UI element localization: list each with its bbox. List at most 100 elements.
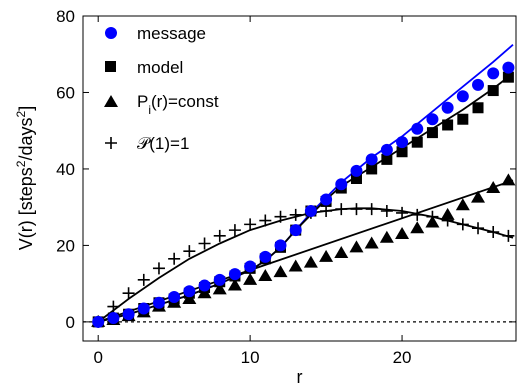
data-point-square [350,173,362,184]
data-point-circle [122,308,135,321]
legend-marker-plus [105,137,117,149]
data-point-plus [213,229,226,242]
data-point-triangle [243,272,258,285]
data-point-circle [198,279,211,292]
y-tick-label: 20 [56,236,75,255]
data-point-plus [335,203,348,216]
data-point-triangle [319,249,334,262]
legend-marker-model [105,61,116,72]
data-point-triangle [334,246,349,259]
data-point-triangle [349,240,364,253]
legend-label-plus: 𝒫(1)=1 [137,134,189,153]
legend-marker-triangle [104,95,118,107]
y-tick-label: 60 [56,83,75,102]
ticks-layer: 0 10 20 0 20 40 60 80 [56,7,516,367]
data-point-triangle [471,190,486,203]
data-point-triangle [440,207,455,220]
data-point-circle [487,67,500,80]
data-point-square [411,136,423,148]
data-point-square [487,85,499,97]
data-point-circle [350,164,363,177]
data-point-circle [426,113,439,126]
data-point-circle [168,291,181,304]
data-point-circle [411,122,424,135]
data-point-circle [137,302,150,315]
data-point-plus [168,252,181,265]
data-point-plus [183,245,196,258]
data-point-circle [107,312,120,325]
data-point-circle [396,136,409,149]
data-point-square [381,153,393,165]
data-point-square [396,146,408,158]
data-point-circle [304,205,317,217]
legend-label-model: model [137,58,183,77]
data-point-plus [122,287,135,300]
data-point-plus [107,300,120,313]
y-tick-label: 40 [56,160,75,179]
data-point-square [502,71,514,83]
data-point-triangle [455,198,470,211]
data-point-plus [426,210,439,223]
markers-layer [91,61,516,328]
data-point-plus [396,206,409,219]
plot-area [83,16,516,341]
y-tick-label: 80 [56,7,75,26]
data-point-square [426,127,438,139]
data-point-triangle [288,259,303,272]
data-point-plus [259,214,272,227]
data-point-plus [289,208,302,221]
data-point-triangle [501,173,516,186]
x-tick-label: 10 [241,348,260,367]
data-point-circle [456,90,469,103]
data-point-square [457,113,469,125]
data-point-triangle [395,226,410,239]
legend-marker-message [105,27,117,39]
y-axis-label: V(r) [steps2/days2] [14,106,36,250]
data-point-plus [487,226,500,239]
x-tick-label: 0 [93,348,102,367]
data-point-circle [380,143,393,156]
data-point-circle [213,273,226,286]
data-point-plus [350,203,363,216]
data-point-triangle [212,282,227,295]
data-point-plus [456,218,469,231]
data-point-plus [502,229,515,242]
data-point-triangle [364,236,379,249]
data-point-plus [472,222,485,235]
data-point-square [366,163,378,175]
data-point-plus [380,205,393,217]
data-point-plus [320,205,333,217]
data-point-square [472,102,484,114]
data-point-circle [335,178,348,191]
data-point-circle [441,101,454,114]
data-point-circle [228,268,241,281]
data-point-circle [152,296,165,309]
data-point-circle [365,153,378,166]
data-point-plus [198,237,211,250]
x-tick-label: 20 [393,348,412,367]
axes-frame [82,15,517,342]
data-point-plus [137,273,150,286]
legend-label-message: message [137,24,206,43]
data-point-plus [411,208,424,221]
data-point-triangle [486,181,501,194]
data-point-circle [274,239,287,252]
data-point-circle [92,315,105,328]
data-point-plus [228,224,241,237]
data-point-circle [502,61,515,74]
x-axis-label: r [297,367,303,386]
data-point-circle [289,224,302,237]
data-point-triangle [379,230,394,243]
data-point-circle [472,78,485,91]
data-point-circle [183,285,196,298]
data-point-square [442,119,454,131]
data-point-circle [320,193,333,206]
data-point-plus [244,218,257,231]
y-tick-label: 0 [66,313,75,332]
data-point-triangle [410,221,425,234]
data-point-triangle [227,278,242,291]
data-point-triangle [303,255,318,268]
data-point-circle [259,250,272,263]
data-point-plus [152,262,165,275]
